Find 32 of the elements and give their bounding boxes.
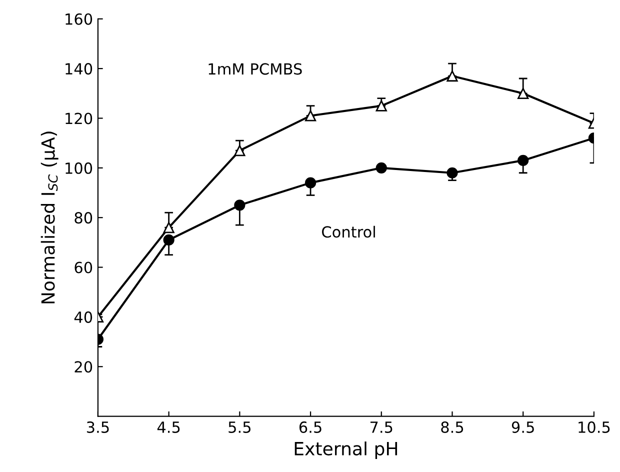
x-tick-label: 7.5 — [370, 422, 392, 433]
text: Control — [322, 226, 375, 238]
x-tick-label: 8.5 — [441, 421, 464, 433]
point — [304, 177, 316, 188]
y-tick-label: 160 — [66, 13, 92, 25]
y-tick-label: 120 — [66, 112, 92, 124]
y-tick-label: 20 — [74, 361, 92, 373]
point — [446, 70, 458, 82]
point — [163, 222, 174, 234]
x-tick-label: 5.5 — [228, 422, 250, 433]
point — [304, 110, 316, 122]
y-tick-label: 140 — [66, 63, 92, 75]
y-axis-title: Normalized I$_{SC}$ (μA) — [40, 132, 58, 304]
x-tick-label: 6.5 — [299, 421, 322, 433]
point — [163, 234, 174, 246]
point — [518, 154, 529, 166]
point — [446, 167, 458, 178]
x-tick-label: 3.5 — [86, 421, 109, 433]
point — [376, 100, 387, 112]
point — [376, 162, 387, 174]
x-axis-title: External pH — [294, 442, 398, 459]
y-tick-label: 100 — [66, 162, 92, 174]
point — [518, 88, 529, 99]
x-tick-label: 9.5 — [512, 421, 534, 433]
point — [234, 200, 246, 211]
point — [234, 144, 246, 156]
x-tick-label: 10.5 — [578, 421, 610, 433]
text: 1mM PCMBS — [208, 63, 302, 75]
y-tick-label: 80 — [74, 212, 92, 224]
x-tick-label: 4.5 — [157, 422, 180, 433]
y-tick-label: 60 — [74, 262, 92, 274]
y-tick-label: 40 — [74, 311, 92, 323]
